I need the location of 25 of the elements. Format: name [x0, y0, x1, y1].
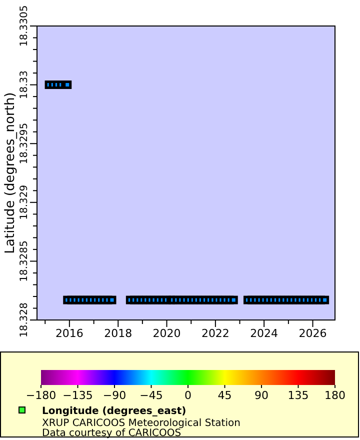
- y-tick-label: 18.3305: [19, 5, 30, 47]
- y-tick-label: 18.3285: [19, 240, 30, 282]
- y-axis-title: Latitude (degrees_north): [3, 92, 18, 254]
- x-tick-label: 2016: [55, 326, 84, 340]
- y-tick-label: 18.3295: [19, 122, 30, 164]
- color-bar-label: 90: [254, 388, 268, 402]
- x-tick-label: 2018: [104, 326, 132, 340]
- y-tick-label: 18.33: [19, 70, 30, 100]
- x-tick-label: 2026: [298, 326, 327, 340]
- color-bar-label: 180: [324, 388, 346, 402]
- x-tick-label: 2020: [152, 326, 181, 340]
- y-tick-label: 18.329: [19, 184, 30, 220]
- x-tick-label: 2022: [201, 326, 230, 340]
- color-bar-label: 45: [218, 388, 232, 402]
- color-bar-label: −90: [102, 388, 126, 402]
- y-tick-label: 18.328: [19, 302, 30, 338]
- text: XRUP CARICOOS Meteorological Station: [42, 418, 240, 429]
- text: Data courtesy of CARICOOS: [42, 428, 182, 439]
- color-bar-title: Longitude (degrees_east): [42, 406, 186, 417]
- color-bar-label: −135: [62, 388, 93, 402]
- color-bar-label: −45: [140, 388, 163, 402]
- color-bar-label: 135: [288, 388, 309, 402]
- color-bar-label: −180: [26, 388, 56, 402]
- x-tick-label: 2024: [250, 326, 278, 340]
- color-bar-label: 0: [184, 388, 192, 402]
